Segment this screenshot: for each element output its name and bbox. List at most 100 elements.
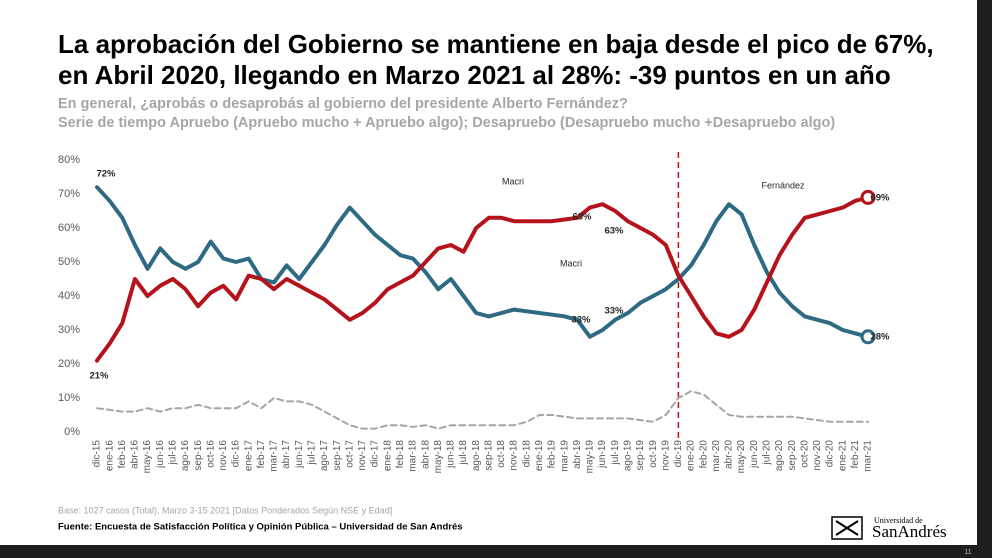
logo-text: SanAndrés bbox=[872, 522, 947, 541]
x-tick-label: ago-16 bbox=[180, 440, 191, 472]
annotation: Macri bbox=[560, 258, 582, 268]
annotation: 28% bbox=[870, 332, 890, 343]
x-tick-label: ene-19 bbox=[534, 440, 545, 472]
x-tick-label: feb-20 bbox=[698, 440, 709, 469]
x-tick-label: nov-16 bbox=[218, 440, 229, 471]
title-line: en Abril 2020, llegando en Marzo 2021 al… bbox=[58, 60, 891, 90]
end-marker bbox=[860, 189, 876, 205]
y-tick-label: 0% bbox=[64, 426, 80, 438]
x-tick-label: jun-20 bbox=[749, 440, 760, 469]
x-tick-label: dic-15 bbox=[92, 440, 103, 468]
x-tick-label: may-20 bbox=[736, 440, 747, 474]
x-tick-label: nov-18 bbox=[509, 440, 520, 471]
x-tick-label: abr-18 bbox=[420, 440, 431, 469]
annotation: Fernández bbox=[761, 180, 805, 190]
annotation: 33% bbox=[604, 306, 624, 317]
x-tick-label: mar-19 bbox=[559, 440, 570, 472]
logo: Universidad de SanAndrés bbox=[831, 516, 947, 541]
source: Fuente: Encuesta de Satisfacción Polític… bbox=[58, 522, 463, 533]
annotation: 21% bbox=[89, 371, 109, 382]
y-tick-label: 20% bbox=[58, 358, 80, 370]
x-tick-label: jul-16 bbox=[167, 440, 178, 466]
x-tick-label: abr-20 bbox=[724, 440, 735, 469]
x-tick-label: mar-18 bbox=[408, 440, 419, 472]
x-tick-label: ago-19 bbox=[622, 440, 633, 472]
x-tick-label: jul-18 bbox=[458, 440, 469, 466]
x-tick-label: sep-19 bbox=[635, 440, 646, 471]
x-tick-label: oct-20 bbox=[799, 440, 810, 468]
x-tick-label: dic-16 bbox=[231, 440, 242, 468]
x-tick-label: ene-18 bbox=[382, 440, 393, 472]
x-tick-label: feb-19 bbox=[547, 440, 558, 469]
x-tick-label: nov-17 bbox=[357, 440, 368, 471]
x-tick-label: oct-17 bbox=[344, 440, 355, 468]
x-tick-label: may-18 bbox=[433, 440, 444, 474]
x-tick-label: ago-20 bbox=[774, 440, 785, 472]
x-tick-label: feb-21 bbox=[850, 440, 861, 469]
annotation: 33% bbox=[571, 315, 591, 326]
x-tick-label: ene-16 bbox=[104, 440, 115, 472]
slide-background bbox=[0, 0, 977, 545]
x-tick-label: ene-20 bbox=[686, 440, 697, 472]
page-number: 11 bbox=[964, 549, 971, 556]
x-tick-label: jun-18 bbox=[446, 440, 457, 469]
annotation: 69% bbox=[870, 193, 890, 204]
series-line bbox=[95, 195, 870, 363]
plot: 0%10%20%30%40%50%60%70%80%dic-15 ene-16 fe… bbox=[58, 152, 890, 473]
x-tick-label: oct-19 bbox=[648, 440, 659, 468]
x-tick-label: ene-17 bbox=[243, 440, 254, 472]
x-tick-label: nov-19 bbox=[660, 440, 671, 471]
y-tick-label: 40% bbox=[58, 290, 80, 302]
x-tick-label: feb-16 bbox=[117, 440, 128, 469]
x-tick-label: jul-17 bbox=[307, 440, 318, 466]
x-tick-label: feb-17 bbox=[256, 440, 267, 469]
x-tick-label: abr-17 bbox=[281, 440, 292, 469]
x-tick-label: feb-18 bbox=[395, 440, 406, 469]
x-tick-label: mar-17 bbox=[269, 440, 280, 472]
x-tick-label: jun-19 bbox=[597, 440, 608, 469]
logo-emblem bbox=[831, 516, 863, 540]
x-tick-label: jun-17 bbox=[294, 440, 305, 469]
x-tick-label: sep-17 bbox=[332, 440, 343, 471]
x-tick-label: ene-21 bbox=[837, 440, 848, 472]
x-tick-label: dic-18 bbox=[521, 440, 532, 468]
x-tick-label: oct-18 bbox=[496, 440, 507, 468]
x-tick-label: mar-21 bbox=[863, 440, 874, 472]
x-tick-label: dic-17 bbox=[370, 440, 381, 468]
x-tick-label: nov-20 bbox=[812, 440, 823, 471]
x-tick-label: ago-17 bbox=[319, 440, 330, 472]
logo-text: Universidad de bbox=[874, 516, 923, 525]
title-line: La aprobación del Gobierno se mantiene e… bbox=[58, 29, 934, 59]
x-tick-label: may-16 bbox=[142, 440, 153, 474]
x-tick-label: may-19 bbox=[585, 440, 596, 474]
x-tick-label: sep-18 bbox=[483, 440, 494, 471]
annotation: 63% bbox=[572, 212, 592, 223]
annotation: 72% bbox=[96, 169, 116, 180]
x-tick-label: jul-20 bbox=[762, 440, 773, 466]
footnote: Base: 1027 casos (Total), Marzo 3-15 202… bbox=[58, 505, 392, 515]
y-tick-label: 70% bbox=[58, 188, 80, 200]
x-tick-label: jun-16 bbox=[155, 440, 166, 469]
y-tick-label: 50% bbox=[58, 256, 80, 268]
x-tick-label: sep-16 bbox=[193, 440, 204, 471]
series-line bbox=[95, 185, 870, 339]
y-tick-label: 10% bbox=[58, 392, 80, 404]
annotation: Macri bbox=[502, 176, 524, 186]
subtitle-line: Serie de tiempo Apruebo (Apruebo mucho +… bbox=[58, 115, 835, 131]
end-marker bbox=[860, 329, 876, 345]
y-tick-label: 30% bbox=[58, 324, 80, 336]
y-tick-label: 80% bbox=[58, 154, 80, 166]
x-tick-label: jul-19 bbox=[610, 440, 621, 466]
series-line bbox=[96, 390, 869, 430]
x-tick-label: ago-18 bbox=[471, 440, 482, 472]
x-tick-label: dic-19 bbox=[673, 440, 684, 468]
x-tick-label: abr-16 bbox=[130, 440, 141, 469]
x-tick-label: dic-20 bbox=[825, 440, 836, 468]
x-tick-label: abr-19 bbox=[572, 440, 583, 469]
y-tick-label: 60% bbox=[58, 222, 80, 234]
annotation: 63% bbox=[604, 226, 624, 237]
subtitle-line: En general, ¿aprobás o desaprobás al gob… bbox=[58, 96, 628, 112]
logo-emblem-cross bbox=[835, 520, 859, 536]
